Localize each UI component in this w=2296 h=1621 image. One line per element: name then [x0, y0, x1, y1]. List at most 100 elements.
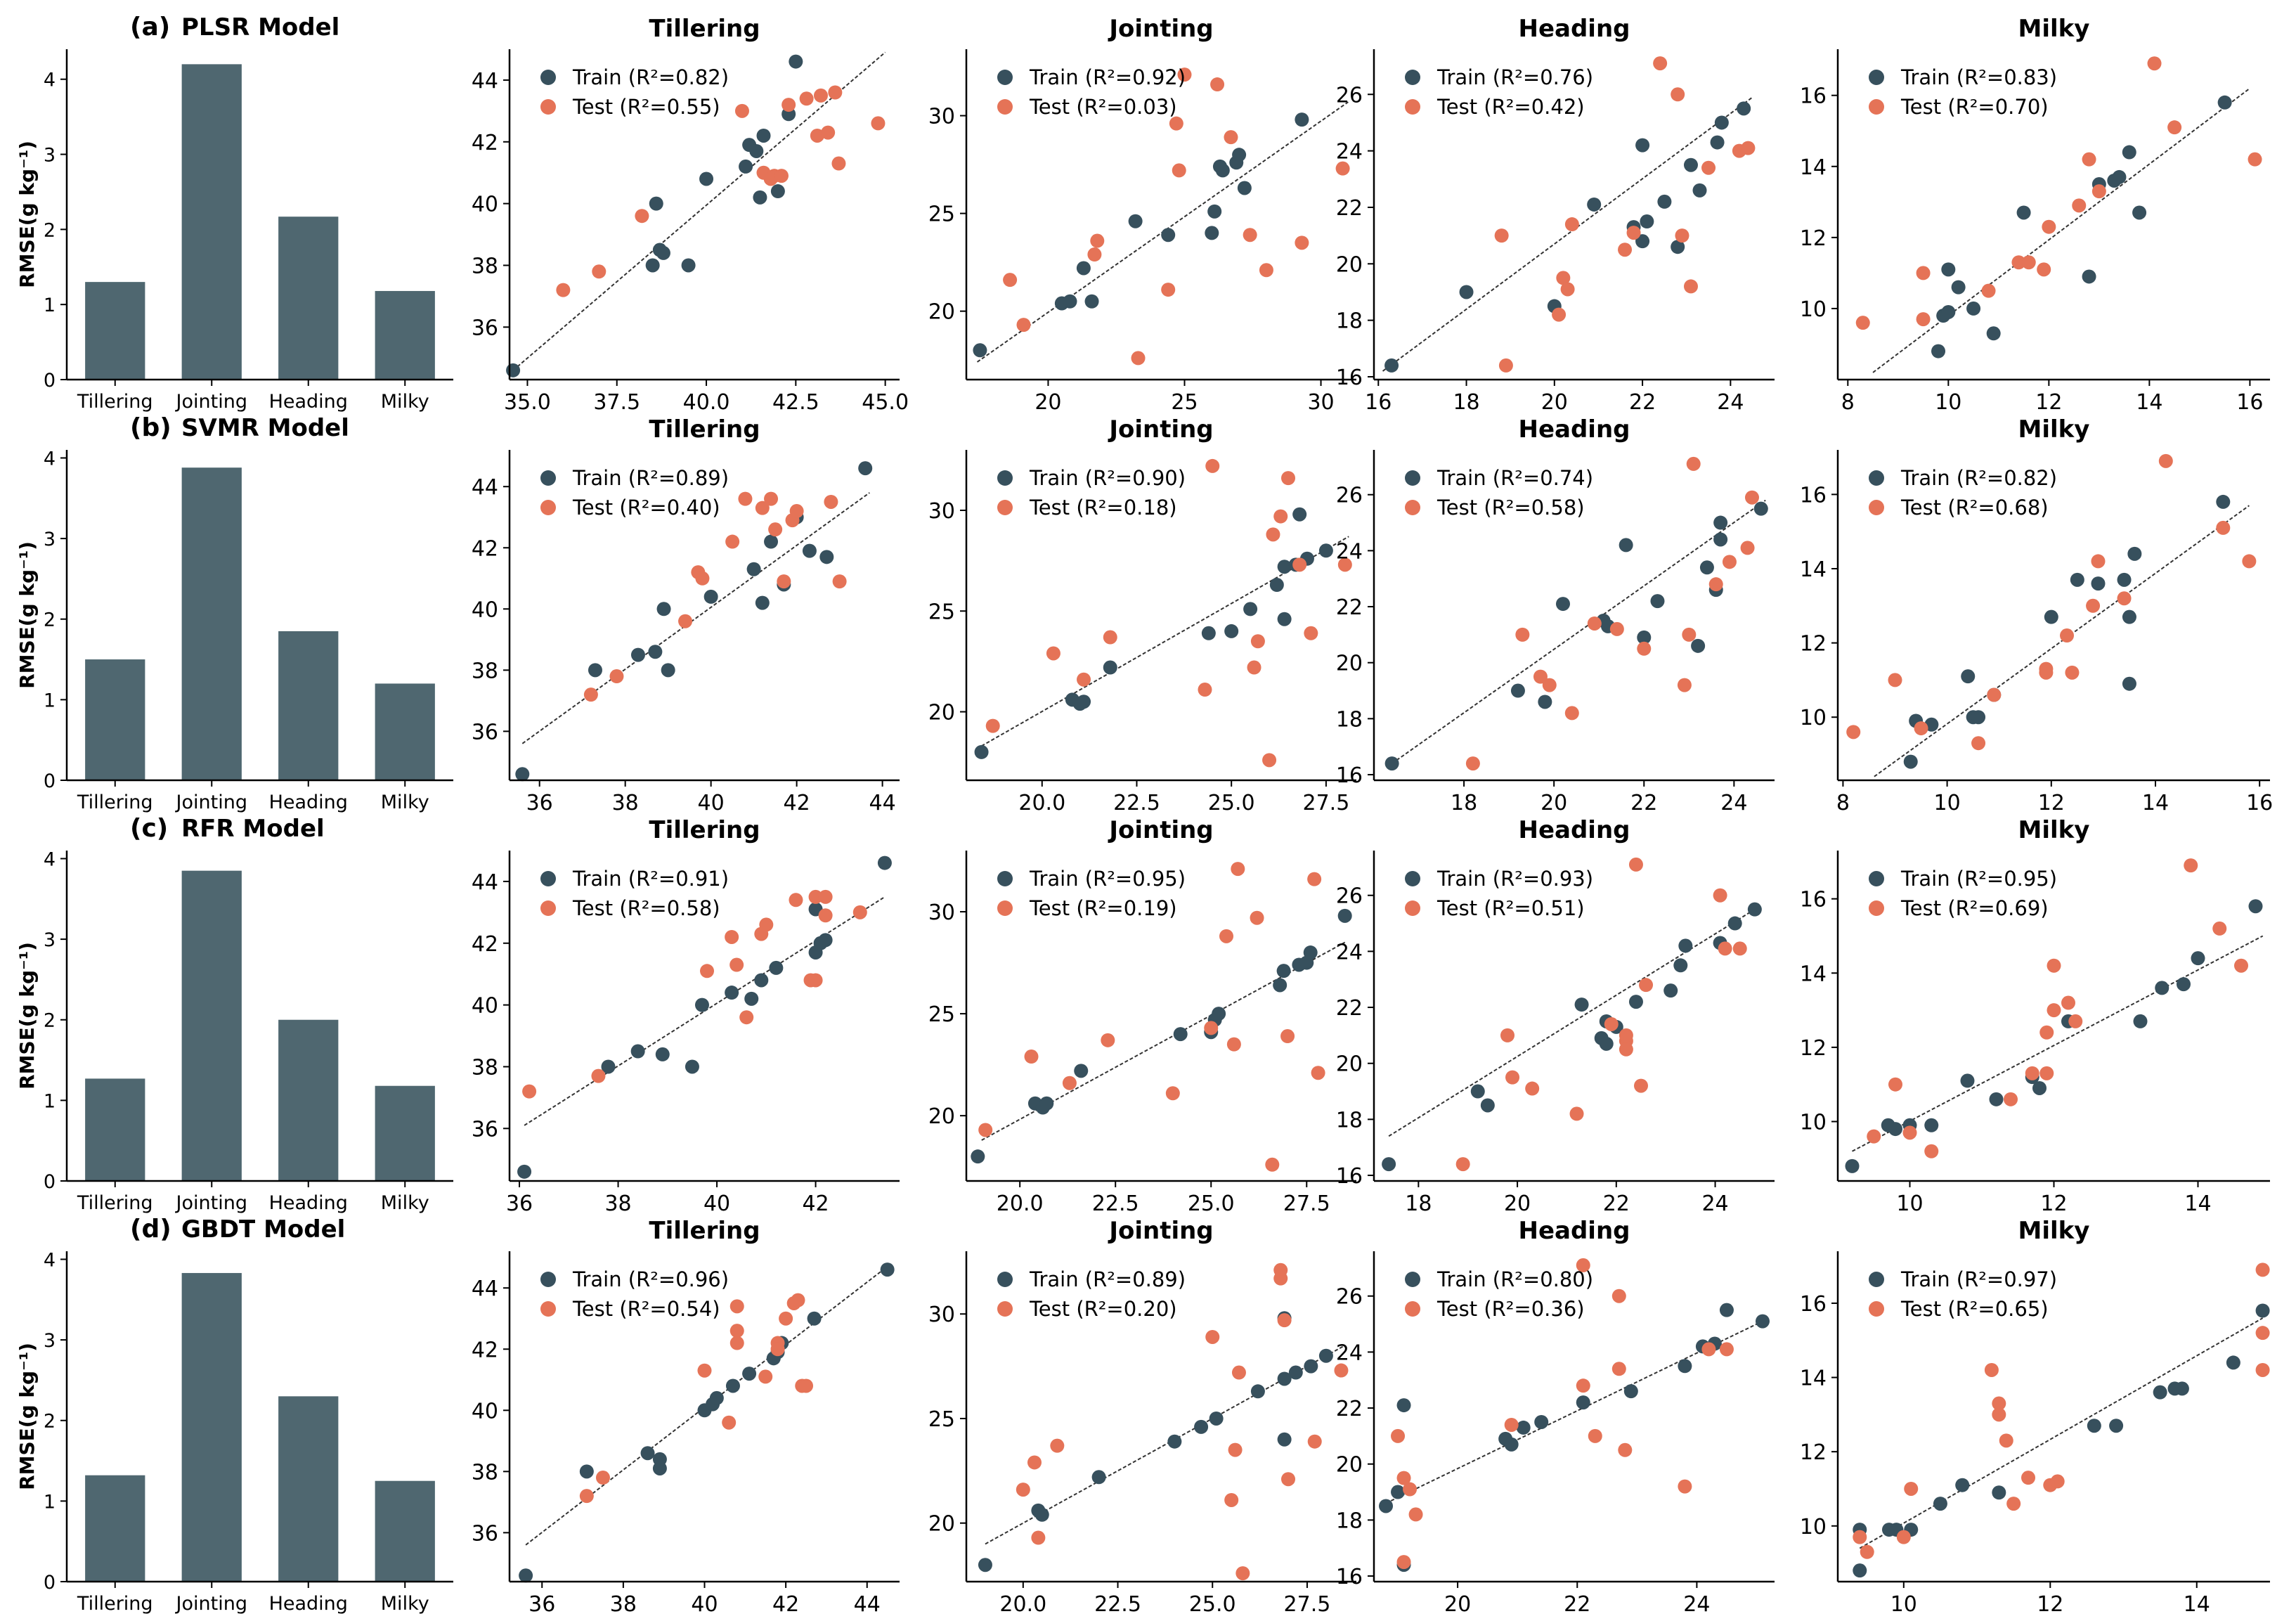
scatter-plsr-tillering-fit-line — [512, 51, 886, 371]
scatter-svmr-tillering-test-point — [583, 687, 598, 702]
scatter-plsr-tillering-test-point — [831, 156, 846, 171]
scatter-rfr-heading-test-point — [1639, 978, 1654, 993]
scatter-svmr-jointing-test-point — [1292, 557, 1307, 572]
scatter-plsr-heading-xtick-label: 22 — [1629, 390, 1656, 415]
scatter-svmr-tillering-test-point — [789, 504, 804, 519]
scatter-rfr-milky-test-point — [1924, 1144, 1939, 1158]
scatter-rfr-jointing-train-point — [1173, 1027, 1188, 1042]
scatter-rfr-milky-xtick-label: 12 — [2040, 1191, 2067, 1216]
scatter-svmr-milky-xtick-label: 8 — [1836, 791, 1850, 815]
scatter-gbdt-tillering-test-point — [799, 1378, 814, 1393]
scatter-gbdt-tillering-test-point — [579, 1489, 594, 1504]
scatter-gbdt-tillering-test-point — [758, 1369, 773, 1384]
scatter-gbdt-milky-train-point — [1955, 1478, 1970, 1492]
scatter-plsr-jointing-train-point — [1232, 148, 1247, 162]
bar-chart-2-xtick-label: Milky — [381, 1192, 429, 1214]
scatter-svmr-milky-xtick-label: 14 — [2142, 791, 2169, 815]
scatter-plsr-tillering-test-point — [774, 169, 789, 183]
scatter-rfr-heading-train-point — [1574, 997, 1589, 1012]
scatter-plsr-milky-test-point — [1916, 266, 1931, 280]
scatter-svmr-tillering-train-point — [802, 543, 817, 558]
scatter-rfr-tillering-test-point — [808, 973, 823, 988]
bar-chart-2-ytick-label: 0 — [44, 1171, 56, 1193]
scatter-svmr-milky-ytick-label: 16 — [1800, 483, 1827, 508]
scatter-rfr-tillering-train-point — [655, 1047, 670, 1061]
scatter-plsr-jointing-train-point — [1207, 204, 1222, 219]
scatter-svmr-milky-fit-line — [1874, 505, 2250, 777]
bar-chart-0-ytick-label: 4 — [44, 70, 56, 91]
bar-chart-3-ytick-label: 1 — [44, 1491, 56, 1513]
scatter-svmr-milky-test-point — [2039, 665, 2054, 680]
bar-chart-3-ytick-label: 0 — [44, 1572, 56, 1594]
scatter-plsr-milky-test-point — [2248, 152, 2262, 167]
scatter-rfr-heading-fit-line — [1388, 908, 1756, 1137]
scatter-rfr-heading-legend-test-marker — [1405, 900, 1420, 916]
scatter-plsr-jointing-xtick-label: 30 — [1307, 390, 1334, 415]
scatter-gbdt-jointing-legend-train-marker — [997, 1272, 1013, 1287]
scatter-gbdt-tillering-xtick-label: 36 — [528, 1592, 555, 1617]
scatter-plsr-jointing-test-point — [1259, 263, 1273, 278]
scatter-gbdt-tillering-xtick-label: 44 — [854, 1592, 881, 1617]
scatter-rfr-tillering-legend-train-marker — [540, 871, 556, 886]
bar-chart-3-panel-label: (d) — [130, 1215, 171, 1244]
scatter-plsr-milky-ytick-label: 16 — [1800, 84, 1827, 109]
bar-chart-1-ytick-label: 3 — [44, 529, 56, 550]
scatter-plsr-jointing-test-point — [1003, 273, 1018, 288]
scatter-rfr-milky-legend-test-marker — [1869, 900, 1884, 916]
scatter-svmr-milky-legend-test-marker — [1869, 500, 1884, 515]
scatter-gbdt-milky-train-point — [2087, 1419, 2101, 1433]
scatter-plsr-tillering-train-point — [656, 245, 670, 260]
scatter-gbdt-milky-xtick-label: 12 — [2037, 1592, 2063, 1617]
scatter-plsr-heading-test-point — [1741, 141, 1756, 155]
scatter-gbdt-jointing-test-point — [1231, 1365, 1246, 1380]
scatter-svmr-tillering-test-point — [738, 491, 753, 506]
scatter-gbdt-tillering-legend-train-marker — [540, 1272, 556, 1287]
scatter-svmr-jointing-train-point — [1243, 602, 1258, 616]
bar-chart-1-xtick-label: Jointing — [175, 792, 247, 813]
scatter-gbdt-tillering-test-point — [770, 1342, 785, 1357]
scatter-gbdt-tillering-train-point — [640, 1446, 655, 1461]
scatter-plsr-milky-test-point — [2037, 262, 2051, 277]
scatter-svmr-jointing-test-point — [1198, 683, 1212, 697]
scatter-gbdt-heading-train-point — [1576, 1395, 1590, 1410]
scatter-rfr-jointing-train-point — [1212, 1007, 1226, 1021]
scatter-gbdt-tillering-train-point — [709, 1390, 724, 1405]
scatter-svmr-heading-test-point — [1564, 706, 1579, 721]
scatter-gbdt-milky-test-point — [1984, 1362, 1999, 1377]
scatter-gbdt-milky-train-point — [2153, 1385, 2167, 1400]
scatter-plsr-heading-test-point — [1653, 56, 1668, 71]
scatter-plsr-heading-test-point — [1564, 217, 1579, 232]
bar-chart-0-ylabel: RMSE(g kg⁻¹) — [15, 141, 39, 288]
scatter-svmr-heading-train-point — [1691, 638, 1706, 653]
scatter-plsr-heading-test-point — [1498, 358, 1513, 373]
scatter-plsr-heading-train-point — [1635, 234, 1650, 249]
scatter-gbdt-heading-train-point — [1534, 1414, 1549, 1429]
scatter-gbdt-milky-test-point — [1904, 1481, 1919, 1496]
scatter-rfr-jointing-test-point — [1226, 1037, 1241, 1052]
scatter-plsr-heading-ytick-label: 16 — [1336, 366, 1363, 390]
scatter-plsr-heading-train-point — [1587, 197, 1602, 212]
scatter-rfr-tillering-ytick-label: 38 — [472, 1055, 498, 1080]
scatter-gbdt-tillering-ytick-label: 40 — [472, 1399, 498, 1423]
scatter-gbdt-jointing-test-point — [1235, 1566, 1250, 1581]
scatter-plsr-jointing-ytick-label: 20 — [928, 300, 955, 325]
scatter-plsr-milky-xtick-label: 8 — [1841, 390, 1855, 415]
bar-chart-3-ylabel: RMSE(g kg⁻¹) — [15, 1343, 39, 1490]
scatter-plsr-milky-test-point — [2072, 198, 2087, 213]
scatter-rfr-jointing-train-point — [1337, 908, 1352, 923]
bar-chart-0-ytick-label: 0 — [44, 370, 56, 392]
scatter-plsr-tillering-train-point — [739, 159, 753, 174]
scatter-svmr-tillering-test-point — [764, 491, 779, 506]
scatter-gbdt-milky-legend-train-marker — [1869, 1272, 1884, 1287]
scatter-svmr-tillering-xtick-label: 38 — [612, 791, 639, 815]
scatter-svmr-heading-ytick-label: 16 — [1336, 763, 1363, 788]
scatter-svmr-tillering-ytick-label: 38 — [472, 659, 498, 683]
scatter-gbdt-heading-test-point — [1403, 1482, 1418, 1497]
scatter-plsr-tillering-train-point — [645, 258, 660, 273]
scatter-gbdt-heading-train-point — [1504, 1437, 1519, 1452]
scatter-svmr-jointing-legend-train-label: Train (R²=0.90) — [1029, 466, 1186, 490]
scatter-plsr-heading-train-point — [1683, 157, 1698, 172]
scatter-svmr-tillering-test-point — [824, 494, 838, 509]
scatter-rfr-milky-test-point — [2184, 858, 2198, 873]
scatter-rfr-tillering-test-point — [789, 893, 803, 908]
